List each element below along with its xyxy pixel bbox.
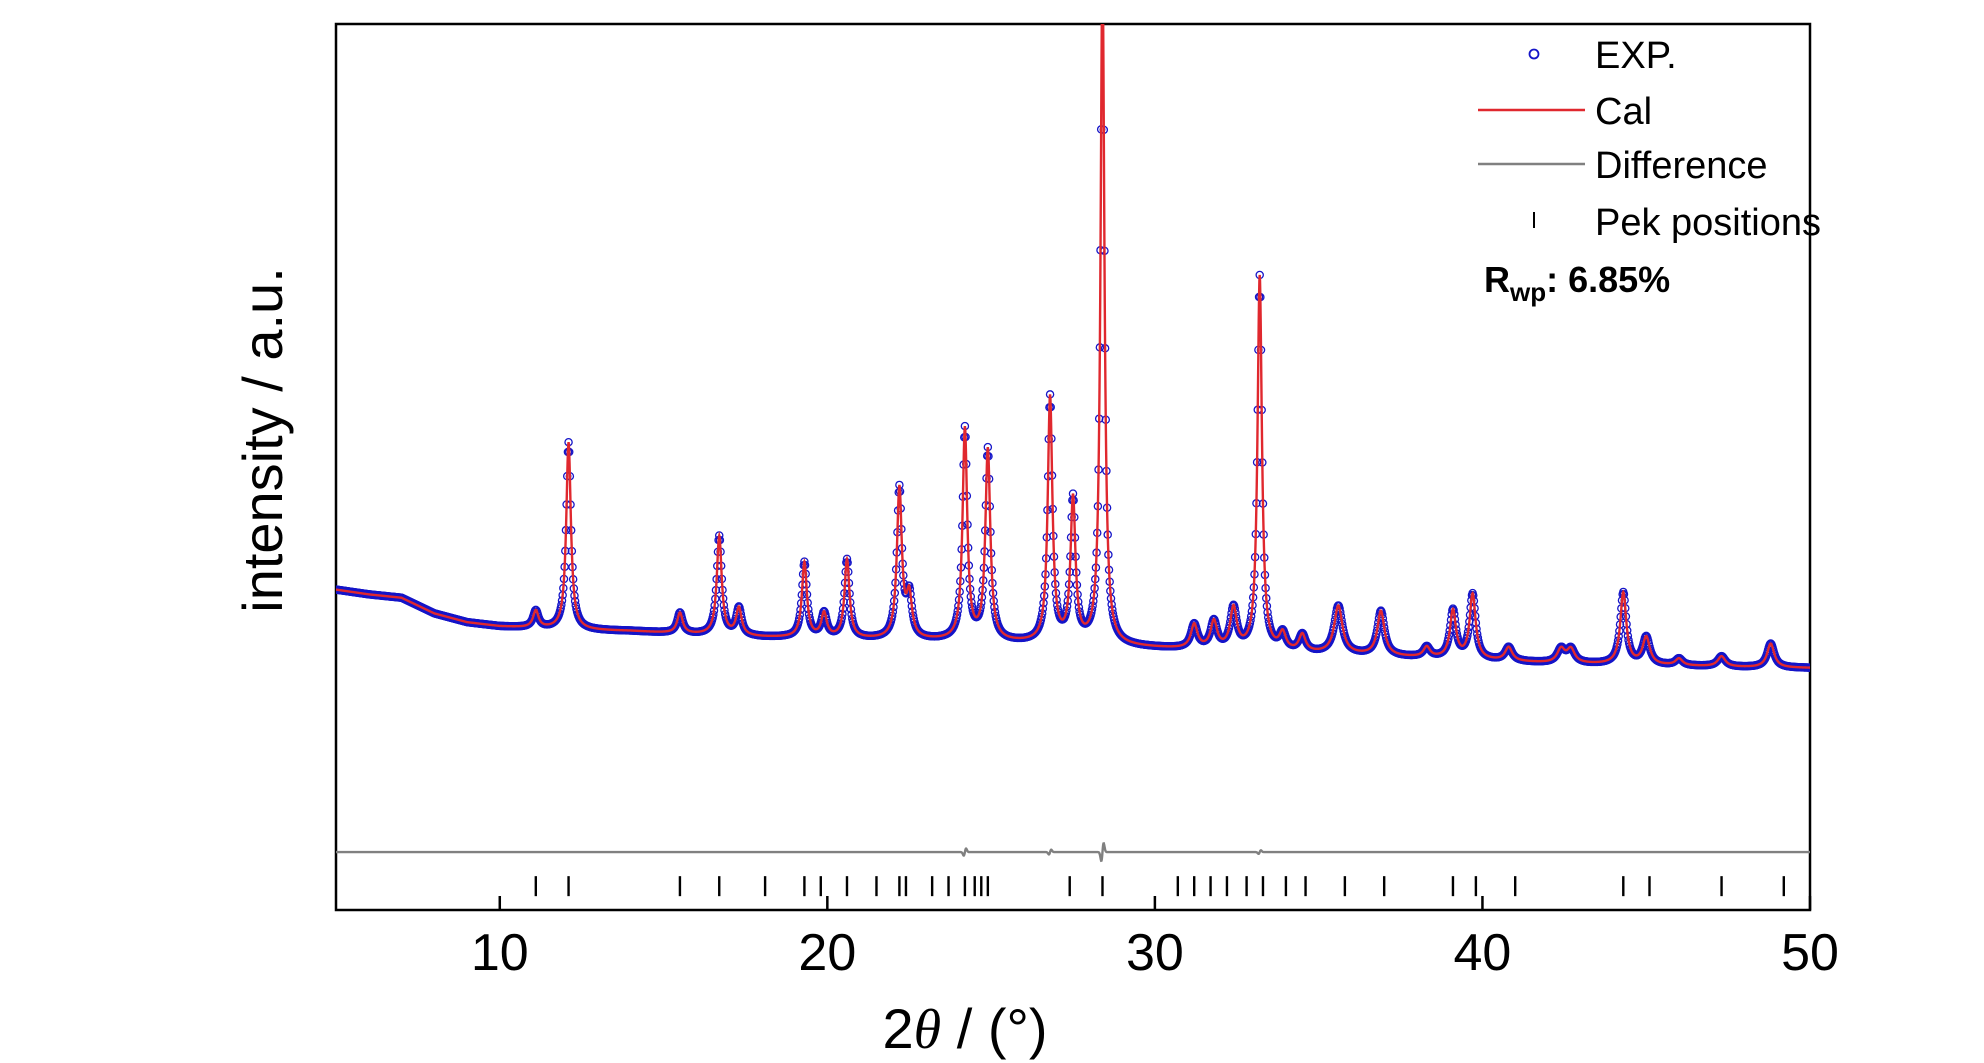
legend: EXP. Cal Difference Pek positions [1478,35,1821,244]
y-axis-title: intensity / a.u. [231,267,294,613]
peak-positions-series [534,876,1786,897]
legend-peak-positions-label: Pek positions [1595,202,1821,244]
rwp-annotation: Rwp: 6.85% [1484,259,1670,307]
legend-exp-label: EXP. [1595,35,1677,77]
x-tick-label: 30 [1126,924,1184,982]
x-tick-label: 10 [471,924,529,982]
exp-point [1098,10,1105,17]
exp-series [336,10,1810,672]
exp-point [1100,10,1107,17]
difference-series-line [336,842,1810,863]
x-tick-label: 40 [1454,924,1512,982]
x-tick-label: 50 [1781,924,1839,982]
x-axis-title: 2θ / (°) [882,997,1047,1061]
legend-exp-marker [1528,48,1540,60]
plot-frame [334,22,1812,912]
legend-difference-label: Difference [1595,145,1768,187]
x-tick-label: 20 [798,924,856,982]
legend-cal-label: Cal [1595,91,1652,133]
cal-series-line [336,24,1810,669]
